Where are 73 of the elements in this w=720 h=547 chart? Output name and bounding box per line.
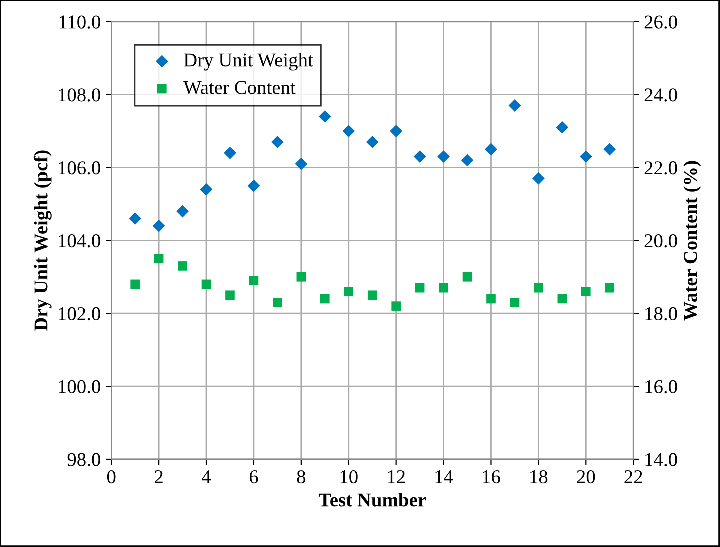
point: [130, 280, 140, 290]
point: [154, 254, 164, 264]
y-tick-label: 98.0: [68, 453, 100, 467]
point: [510, 298, 520, 308]
point: [200, 183, 213, 196]
y-tick-label: 106.0: [59, 162, 100, 175]
point: [485, 143, 498, 156]
point: [486, 294, 496, 304]
y-tick-label: 102.0: [59, 307, 100, 321]
x-tick-label: 8: [297, 470, 306, 484]
point: [226, 290, 235, 300]
point: [248, 180, 260, 192]
legend-label: Water Content: [184, 81, 296, 94]
point: [224, 146, 236, 160]
y2-tick-label: 18.0: [646, 307, 678, 321]
point: [249, 276, 259, 286]
point: [176, 205, 189, 218]
point: [273, 298, 282, 308]
point: [415, 283, 425, 293]
x-tick-label: 0: [107, 470, 116, 484]
legend-label: Dry Unit Weight: [184, 53, 314, 71]
point: [344, 287, 354, 296]
point: [366, 136, 379, 148]
point: [296, 272, 306, 282]
point: [318, 110, 332, 123]
point: [605, 283, 615, 293]
y-tick-label: 110.0: [60, 16, 100, 29]
x-tick-label: 6: [250, 470, 258, 484]
x-tick-label: 4: [202, 470, 212, 484]
point: [271, 136, 284, 148]
point: [558, 294, 568, 304]
y2-tick-label: 20.0: [644, 234, 678, 248]
y-axis-title: Dry Unit Weight (pcf): [34, 150, 52, 332]
point: [342, 125, 356, 138]
x-tick-label: 20: [577, 470, 596, 484]
point: [178, 262, 188, 271]
point: [129, 212, 142, 226]
x-axis-title: Test Number: [318, 493, 426, 507]
point: [320, 294, 330, 304]
point: [152, 220, 166, 232]
point: [438, 150, 450, 164]
y2-tick-label: 14.0: [646, 453, 678, 467]
x-tick-label: 2: [155, 470, 163, 484]
x-tick-label: 16: [483, 470, 500, 484]
point: [439, 283, 448, 293]
x-tick-label: 14: [436, 470, 454, 484]
point: [556, 121, 569, 134]
point: [581, 287, 591, 296]
point: [295, 158, 308, 170]
point: [414, 150, 426, 164]
x-tick-label: 10: [340, 470, 358, 484]
point: [368, 290, 378, 300]
y2-tick-label: 24.0: [644, 88, 678, 102]
point: [580, 150, 592, 164]
point: [532, 172, 545, 185]
y2-tick-label: 22.0: [644, 162, 678, 175]
point: [390, 125, 403, 138]
point: [534, 283, 544, 293]
point: [202, 280, 212, 290]
x-tick-label: 18: [530, 470, 548, 484]
x-tick-label: 12: [388, 470, 405, 484]
point: [508, 100, 522, 112]
y2-axis-title: Water Content (%): [684, 161, 702, 321]
y2-tick-label: 26.0: [644, 16, 678, 29]
point: [604, 143, 616, 156]
point: [392, 302, 401, 311]
point: [462, 272, 472, 282]
y-tick-label: 104.0: [59, 234, 100, 248]
y-tick-label: 100.0: [59, 380, 100, 394]
point: [461, 154, 474, 167]
y2-tick-label: 16.0: [646, 380, 678, 394]
y-tick-label: 108.0: [59, 88, 100, 102]
x-tick-label: 22: [624, 470, 642, 484]
